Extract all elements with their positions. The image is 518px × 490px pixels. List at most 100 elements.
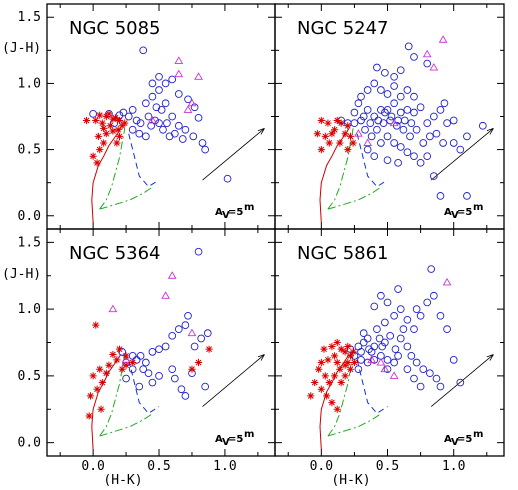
blue-circle-point	[416, 382, 425, 391]
blue-circle-point	[144, 112, 153, 121]
red-star-point	[109, 127, 117, 135]
triangle-point	[183, 105, 193, 113]
blue-circle-point	[177, 385, 186, 394]
blue-circle-point	[374, 116, 383, 125]
blue-circle-point	[168, 331, 177, 340]
blue-circle-point	[403, 106, 412, 114]
blue-circle-point	[410, 325, 418, 333]
reddening-vector	[202, 128, 265, 181]
red-star-point	[330, 352, 339, 360]
blue-circle-point	[147, 121, 155, 130]
dwarf-locus-curve	[327, 414, 380, 437]
av-label-letter: A	[444, 207, 452, 218]
red-star-point	[349, 139, 357, 147]
red-star-point	[122, 361, 130, 369]
av-label-value: =5	[228, 434, 243, 445]
blue-circle-point	[350, 119, 359, 127]
red-star-point	[96, 145, 104, 154]
blue-circle-point	[359, 338, 368, 347]
av-label-letter: A	[444, 434, 452, 445]
red-star-point	[129, 358, 137, 367]
blue-circle-point	[419, 139, 428, 147]
red-star-point	[94, 132, 102, 140]
blue-circle-point	[367, 347, 376, 356]
red-star-point	[311, 378, 319, 387]
blue-circle-point	[406, 132, 414, 141]
blue-circle-point	[148, 347, 157, 356]
blue-circle-point	[419, 365, 428, 374]
blue-circle-point	[456, 145, 465, 154]
triangle-point	[174, 56, 184, 64]
red-star-point	[100, 124, 108, 133]
blue-circle-point	[396, 66, 405, 75]
x-tick-label: 0.5	[376, 459, 399, 474]
blue-circle-point	[423, 152, 432, 161]
blue-circle-point	[152, 103, 161, 112]
blue-circle-point	[170, 374, 179, 383]
red-star-point	[98, 378, 106, 387]
red-star-point	[82, 116, 91, 125]
dwarf-locus-curve	[99, 187, 152, 210]
blue-circle-point	[203, 329, 212, 338]
red-star-point	[86, 392, 95, 400]
red-star-point	[100, 139, 108, 147]
blue-circle-point	[197, 334, 206, 343]
blue-circle-point	[399, 125, 408, 134]
red-star-point	[92, 116, 100, 125]
blue-circle-point	[399, 325, 408, 333]
blue-circle-point	[184, 311, 192, 320]
blue-circle-point	[390, 139, 398, 147]
triangle-point	[148, 115, 157, 124]
av-label-sup: m	[473, 429, 483, 440]
red-star-point	[336, 139, 344, 147]
blue-circle-point	[400, 116, 409, 125]
red-star-point	[97, 405, 105, 413]
blue-circle-point	[396, 92, 405, 101]
blue-circle-point	[155, 86, 163, 94]
triangle-point	[367, 355, 377, 363]
red-star-point	[330, 372, 339, 380]
blue-circle-point	[122, 374, 130, 383]
blue-circle-point	[161, 99, 170, 108]
blue-circle-point	[136, 352, 145, 360]
blue-circle-point	[124, 112, 133, 121]
blue-circle-point	[184, 95, 192, 104]
blue-circle-point	[366, 119, 375, 127]
blue-circle-point	[478, 121, 487, 130]
red-star-point	[320, 345, 328, 353]
blue-circle-point	[168, 75, 177, 84]
blue-circle-point	[410, 374, 418, 383]
blue-circle-point	[394, 158, 402, 167]
blue-circle-point	[155, 345, 163, 354]
red-star-point	[118, 365, 126, 373]
blue-circle-point	[163, 119, 171, 127]
blue-circle-point	[363, 86, 372, 94]
blue-circle-point	[375, 334, 384, 343]
blue-circle-point	[410, 152, 418, 161]
blue-circle-point	[155, 372, 163, 380]
reddening-arrowhead	[257, 354, 265, 361]
av-label-value: =5	[457, 207, 472, 218]
blue-circle-point	[357, 116, 365, 125]
blue-circle-point	[174, 90, 183, 98]
y-tick-label: 0.5	[18, 369, 41, 384]
triangle-point	[167, 271, 177, 279]
blue-circle-point	[370, 152, 379, 161]
av-label-sup: m	[244, 202, 254, 213]
blue-circle-point	[443, 119, 451, 127]
blue-circle-point	[357, 92, 365, 101]
reddening-vector	[430, 354, 494, 407]
red-star-point	[102, 112, 110, 121]
red-star-point	[115, 116, 124, 125]
blue-circle-point	[410, 108, 418, 117]
blue-circle-point	[141, 358, 150, 367]
main-sequence-curve	[91, 354, 122, 450]
triangle-point	[438, 35, 448, 43]
blue-circle-point	[396, 334, 405, 343]
blue-circle-point	[423, 119, 432, 127]
dwarf-locus-curve	[99, 414, 152, 437]
panel-title: NGC 5247	[297, 18, 389, 39]
blue-circle-point	[377, 139, 385, 147]
